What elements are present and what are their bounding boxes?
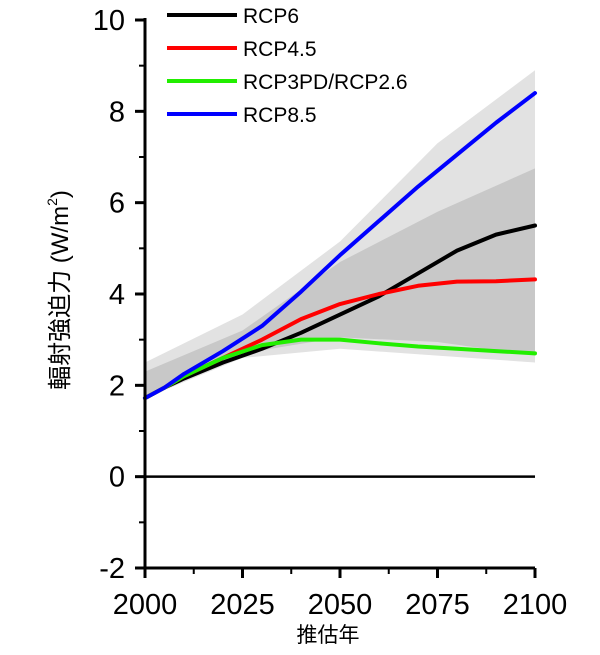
y-axis-label-main: 輻射強迫力 (W/m bbox=[47, 206, 74, 390]
y-axis-label: 輻射強迫力 (W/m2) bbox=[44, 190, 74, 390]
legend-label: RCP6 bbox=[243, 5, 299, 28]
x-tick-label: 2050 bbox=[308, 589, 373, 621]
legend-label: RCP3PD/RCP2.6 bbox=[243, 71, 408, 94]
axes: -2 0 2 4 6 8 10 2000 2025 2050 2075 2100 bbox=[93, 5, 568, 621]
series-line-rcp8-5 bbox=[143, 91, 537, 401]
x-tick-label: 2000 bbox=[113, 589, 178, 621]
x-tick-label: 2100 bbox=[503, 589, 568, 621]
y-tick-label: 8 bbox=[109, 96, 125, 128]
series-lines bbox=[143, 91, 537, 401]
y-axis-label-superscript: 2 bbox=[44, 198, 60, 206]
y-tick-label: -2 bbox=[99, 553, 125, 585]
x-tick-label: 2075 bbox=[405, 589, 470, 621]
y-axis-label-close: ) bbox=[47, 190, 74, 198]
legend: RCP6 RCP4.5 RCP3PD/RCP2.6 RCP8.5 bbox=[167, 5, 408, 127]
y-tick-label: 10 bbox=[93, 5, 125, 37]
x-axis-label: 推估年 bbox=[297, 624, 360, 647]
legend-label: RCP8.5 bbox=[243, 104, 317, 127]
y-tick-label: 0 bbox=[109, 462, 125, 494]
y-tick-label: 6 bbox=[109, 188, 125, 220]
x-tick-label: 2025 bbox=[210, 589, 275, 621]
legend-label: RCP4.5 bbox=[243, 38, 317, 61]
y-tick-label: 2 bbox=[109, 370, 125, 402]
y-tick-label: 4 bbox=[109, 279, 125, 311]
